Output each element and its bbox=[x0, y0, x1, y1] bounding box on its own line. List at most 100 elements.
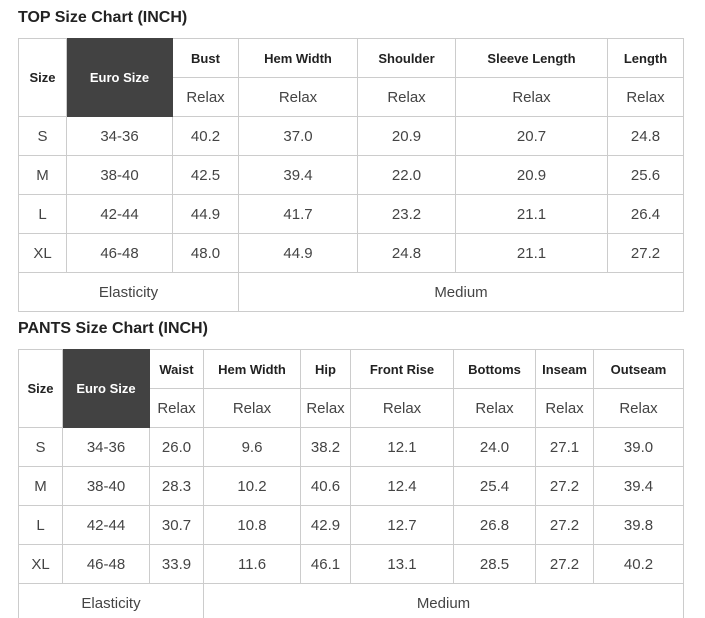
size-cell: M bbox=[18, 466, 63, 506]
table-header-row: Size Euro Size Waist Hem Width Hip Front… bbox=[18, 349, 684, 428]
column-header-cell: Bottoms bbox=[453, 349, 536, 389]
table-header-row: Size Euro Size Bust Hem Width Shoulder S… bbox=[18, 38, 684, 117]
size-cell: S bbox=[18, 116, 67, 156]
data-cell: 28.3 bbox=[149, 466, 204, 506]
euro-size-cell: 34-36 bbox=[62, 427, 150, 467]
data-cell: 26.0 bbox=[149, 427, 204, 467]
data-cell: 27.2 bbox=[535, 466, 594, 506]
elasticity-value-cell: Medium bbox=[203, 583, 684, 618]
table-row: S 34-36 40.2 37.0 20.9 20.7 24.8 bbox=[18, 116, 684, 156]
euro-size-cell: 42-44 bbox=[62, 505, 150, 545]
size-cell: L bbox=[18, 505, 63, 545]
column-header-cell: Length bbox=[607, 38, 684, 78]
fit-type-cell: Relax bbox=[300, 388, 351, 428]
table-row: M 38-40 42.5 39.4 22.0 20.9 25.6 bbox=[18, 155, 684, 195]
data-cell: 21.1 bbox=[455, 233, 608, 273]
table-row: XL 46-48 33.9 11.6 46.1 13.1 28.5 27.2 4… bbox=[18, 544, 684, 584]
table-subheader-row: Relax Relax Relax Relax Relax Relax Rela… bbox=[19, 388, 684, 428]
euro-size-cell: 46-48 bbox=[62, 544, 150, 584]
data-cell: 12.7 bbox=[350, 505, 454, 545]
data-cell: 37.0 bbox=[238, 116, 358, 156]
fit-type-cell: Relax bbox=[535, 388, 594, 428]
column-header-cell: Waist bbox=[149, 349, 204, 389]
pants-chart-title: PANTS Size Chart (INCH) bbox=[18, 320, 208, 337]
size-cell: XL bbox=[18, 233, 67, 273]
column-header-cell: Sleeve Length bbox=[455, 38, 608, 78]
euro-size-cell: 42-44 bbox=[66, 194, 173, 234]
data-cell: 9.6 bbox=[203, 427, 301, 467]
data-cell: 23.2 bbox=[357, 194, 456, 234]
data-cell: 27.2 bbox=[535, 505, 594, 545]
data-cell: 12.1 bbox=[350, 427, 454, 467]
data-cell: 22.0 bbox=[357, 155, 456, 195]
size-header-cell: Size bbox=[18, 38, 67, 117]
data-cell: 20.7 bbox=[455, 116, 608, 156]
euro-size-cell: 34-36 bbox=[66, 116, 173, 156]
elasticity-label-cell: Elasticity bbox=[18, 272, 239, 312]
data-cell: 27.2 bbox=[607, 233, 684, 273]
table-footer-row: Elasticity Medium bbox=[18, 272, 684, 312]
fit-type-cell: Relax bbox=[607, 77, 684, 117]
column-header-cell: Hem Width bbox=[203, 349, 301, 389]
size-cell: XL bbox=[18, 544, 63, 584]
column-header-cell: Hip bbox=[300, 349, 351, 389]
data-cell: 25.4 bbox=[453, 466, 536, 506]
fit-type-cell: Relax bbox=[172, 77, 239, 117]
column-header-cell: Front Rise bbox=[350, 349, 454, 389]
data-cell: 33.9 bbox=[149, 544, 204, 584]
data-cell: 42.9 bbox=[300, 505, 351, 545]
top-size-chart-table: Size Euro Size Bust Hem Width Shoulder S… bbox=[18, 38, 684, 312]
fit-type-cell: Relax bbox=[453, 388, 536, 428]
size-cell: M bbox=[18, 155, 67, 195]
data-cell: 48.0 bbox=[172, 233, 239, 273]
data-cell: 44.9 bbox=[238, 233, 358, 273]
data-cell: 20.9 bbox=[357, 116, 456, 156]
data-cell: 24.8 bbox=[357, 233, 456, 273]
table-row: M 38-40 28.3 10.2 40.6 12.4 25.4 27.2 39… bbox=[18, 466, 684, 506]
size-cell: L bbox=[18, 194, 67, 234]
data-cell: 10.2 bbox=[203, 466, 301, 506]
data-cell: 42.5 bbox=[172, 155, 239, 195]
top-chart-title: TOP Size Chart (INCH) bbox=[18, 9, 188, 26]
data-cell: 12.4 bbox=[350, 466, 454, 506]
data-cell: 40.6 bbox=[300, 466, 351, 506]
data-cell: 39.4 bbox=[593, 466, 684, 506]
data-cell: 26.4 bbox=[607, 194, 684, 234]
data-cell: 20.9 bbox=[455, 155, 608, 195]
data-cell: 38.2 bbox=[300, 427, 351, 467]
data-cell: 39.0 bbox=[593, 427, 684, 467]
elasticity-label-cell: Elasticity bbox=[18, 583, 204, 618]
data-cell: 24.8 bbox=[607, 116, 684, 156]
table-row: L 42-44 44.9 41.7 23.2 21.1 26.4 bbox=[18, 194, 684, 234]
data-cell: 21.1 bbox=[455, 194, 608, 234]
fit-type-cell: Relax bbox=[455, 77, 608, 117]
euro-size-header-cell: Euro Size bbox=[66, 38, 173, 117]
data-cell: 13.1 bbox=[350, 544, 454, 584]
euro-size-cell: 38-40 bbox=[62, 466, 150, 506]
euro-size-cell: 46-48 bbox=[66, 233, 173, 273]
data-cell: 27.1 bbox=[535, 427, 594, 467]
column-header-cell: Shoulder bbox=[357, 38, 456, 78]
column-header-cell: Outseam bbox=[593, 349, 684, 389]
fit-type-cell: Relax bbox=[238, 77, 358, 117]
fit-type-cell: Relax bbox=[357, 77, 456, 117]
data-cell: 11.6 bbox=[203, 544, 301, 584]
table-row: XL 46-48 48.0 44.9 24.8 21.1 27.2 bbox=[18, 233, 684, 273]
column-header-cell: Inseam bbox=[535, 349, 594, 389]
pants-size-chart-table: Size Euro Size Waist Hem Width Hip Front… bbox=[18, 349, 684, 618]
data-cell: 24.0 bbox=[453, 427, 536, 467]
fit-type-cell: Relax bbox=[149, 388, 204, 428]
fit-type-cell: Relax bbox=[593, 388, 684, 428]
data-cell: 40.2 bbox=[172, 116, 239, 156]
data-cell: 39.8 bbox=[593, 505, 684, 545]
data-cell: 28.5 bbox=[453, 544, 536, 584]
euro-size-header-cell: Euro Size bbox=[62, 349, 150, 428]
data-cell: 41.7 bbox=[238, 194, 358, 234]
data-cell: 25.6 bbox=[607, 155, 684, 195]
table-row: L 42-44 30.7 10.8 42.9 12.7 26.8 27.2 39… bbox=[18, 505, 684, 545]
fit-type-cell: Relax bbox=[203, 388, 301, 428]
table-subheader-row: Relax Relax Relax Relax Relax bbox=[19, 77, 684, 117]
data-cell: 26.8 bbox=[453, 505, 536, 545]
data-cell: 30.7 bbox=[149, 505, 204, 545]
